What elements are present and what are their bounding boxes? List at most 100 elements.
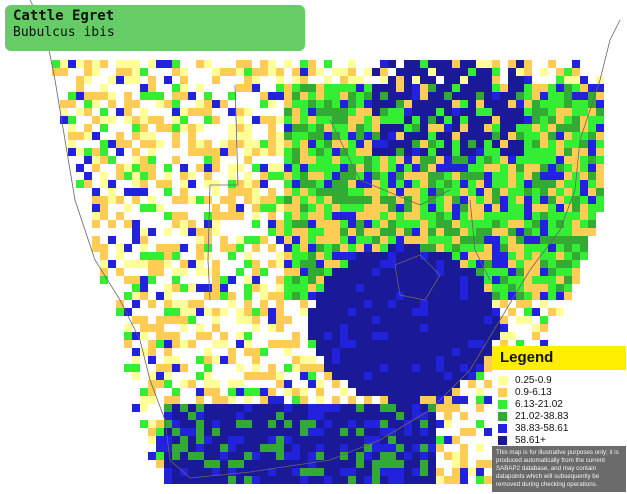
- grid-cell: [364, 412, 372, 420]
- grid-cell: [388, 196, 396, 204]
- grid-cell: [572, 164, 580, 172]
- grid-cell: [428, 180, 436, 188]
- grid-cell: [212, 284, 220, 292]
- grid-cell: [268, 452, 276, 460]
- grid-cell: [340, 316, 348, 324]
- grid-cell: [332, 172, 340, 180]
- grid-cell: [572, 156, 580, 164]
- grid-cell: [132, 332, 140, 340]
- grid-cell: [380, 452, 388, 460]
- grid-cell: [148, 260, 156, 268]
- grid-cell: [188, 340, 196, 348]
- grid-cell: [412, 92, 420, 100]
- grid-cell: [428, 108, 436, 116]
- grid-cell: [260, 372, 268, 380]
- grid-cell: [356, 364, 364, 372]
- grid-cell: [244, 300, 252, 308]
- grid-cell: [124, 332, 132, 340]
- grid-cell: [420, 460, 428, 468]
- grid-cell: [300, 100, 308, 108]
- grid-cell: [172, 332, 180, 340]
- grid-cell: [132, 68, 140, 76]
- grid-cell: [60, 68, 68, 76]
- grid-cell: [436, 212, 444, 220]
- grid-cell: [324, 316, 332, 324]
- grid-cell: [420, 364, 428, 372]
- grid-cell: [380, 172, 388, 180]
- grid-cell: [428, 212, 436, 220]
- grid-cell: [436, 476, 444, 484]
- grid-cell: [340, 276, 348, 284]
- botswana-zimbabwe-border: [329, 119, 451, 206]
- grid-cell: [532, 244, 540, 252]
- grid-cell: [260, 308, 268, 316]
- grid-cell: [468, 332, 476, 340]
- grid-cell: [196, 236, 204, 244]
- grid-cell: [460, 468, 468, 476]
- grid-cell: [452, 276, 460, 284]
- grid-cell: [460, 164, 468, 172]
- grid-cell: [460, 252, 468, 260]
- grid-cell: [444, 308, 452, 316]
- grid-cell: [172, 92, 180, 100]
- grid-cell: [260, 300, 268, 308]
- grid-cell: [452, 316, 460, 324]
- grid-cell: [468, 292, 476, 300]
- grid-cell: [596, 148, 604, 156]
- grid-cell: [532, 84, 540, 92]
- grid-cell: [516, 204, 524, 212]
- grid-cell: [132, 100, 140, 108]
- grid-cell: [324, 308, 332, 316]
- grid-cell: [524, 228, 532, 236]
- grid-cell: [380, 148, 388, 156]
- grid-cell: [132, 116, 140, 124]
- legend-swatch: [498, 411, 507, 421]
- grid-cell: [116, 244, 124, 252]
- grid-cell: [468, 356, 476, 364]
- grid-cell: [260, 388, 268, 396]
- grid-cell: [324, 420, 332, 428]
- grid-cell: [204, 228, 212, 236]
- grid-cell: [324, 364, 332, 372]
- grid-cell: [436, 340, 444, 348]
- grid-cell: [340, 116, 348, 124]
- grid-cell: [308, 436, 316, 444]
- grid-cell: [396, 84, 404, 92]
- grid-cell: [404, 132, 412, 140]
- grid-cell: [436, 116, 444, 124]
- grid-cell: [396, 276, 404, 284]
- grid-cell: [412, 252, 420, 260]
- grid-cell: [356, 460, 364, 468]
- grid-cell: [188, 380, 196, 388]
- grid-cell: [164, 452, 172, 460]
- grid-cell: [156, 332, 164, 340]
- grid-cell: [124, 260, 132, 268]
- grid-cell: [332, 364, 340, 372]
- grid-cell: [444, 268, 452, 276]
- grid-cell: [396, 300, 404, 308]
- grid-cell: [204, 468, 212, 476]
- grid-cell: [356, 188, 364, 196]
- grid-cell: [324, 372, 332, 380]
- grid-cell: [156, 444, 164, 452]
- grid-cell: [348, 404, 356, 412]
- grid-cell: [356, 348, 364, 356]
- grid-cell: [356, 92, 364, 100]
- grid-cell: [220, 436, 228, 444]
- grid-cell: [356, 196, 364, 204]
- grid-cell: [372, 116, 380, 124]
- grid-cell: [396, 236, 404, 244]
- grid-cell: [196, 372, 204, 380]
- grid-cell: [436, 404, 444, 412]
- grid-cell: [220, 68, 228, 76]
- grid-cell: [260, 116, 268, 124]
- grid-cell: [508, 172, 516, 180]
- grid-cell: [292, 412, 300, 420]
- grid-cell: [428, 332, 436, 340]
- grid-cell: [164, 172, 172, 180]
- grid-cell: [204, 284, 212, 292]
- grid-cell: [60, 100, 68, 108]
- grid-cell: [308, 84, 316, 92]
- grid-cell: [420, 436, 428, 444]
- grid-cell: [204, 420, 212, 428]
